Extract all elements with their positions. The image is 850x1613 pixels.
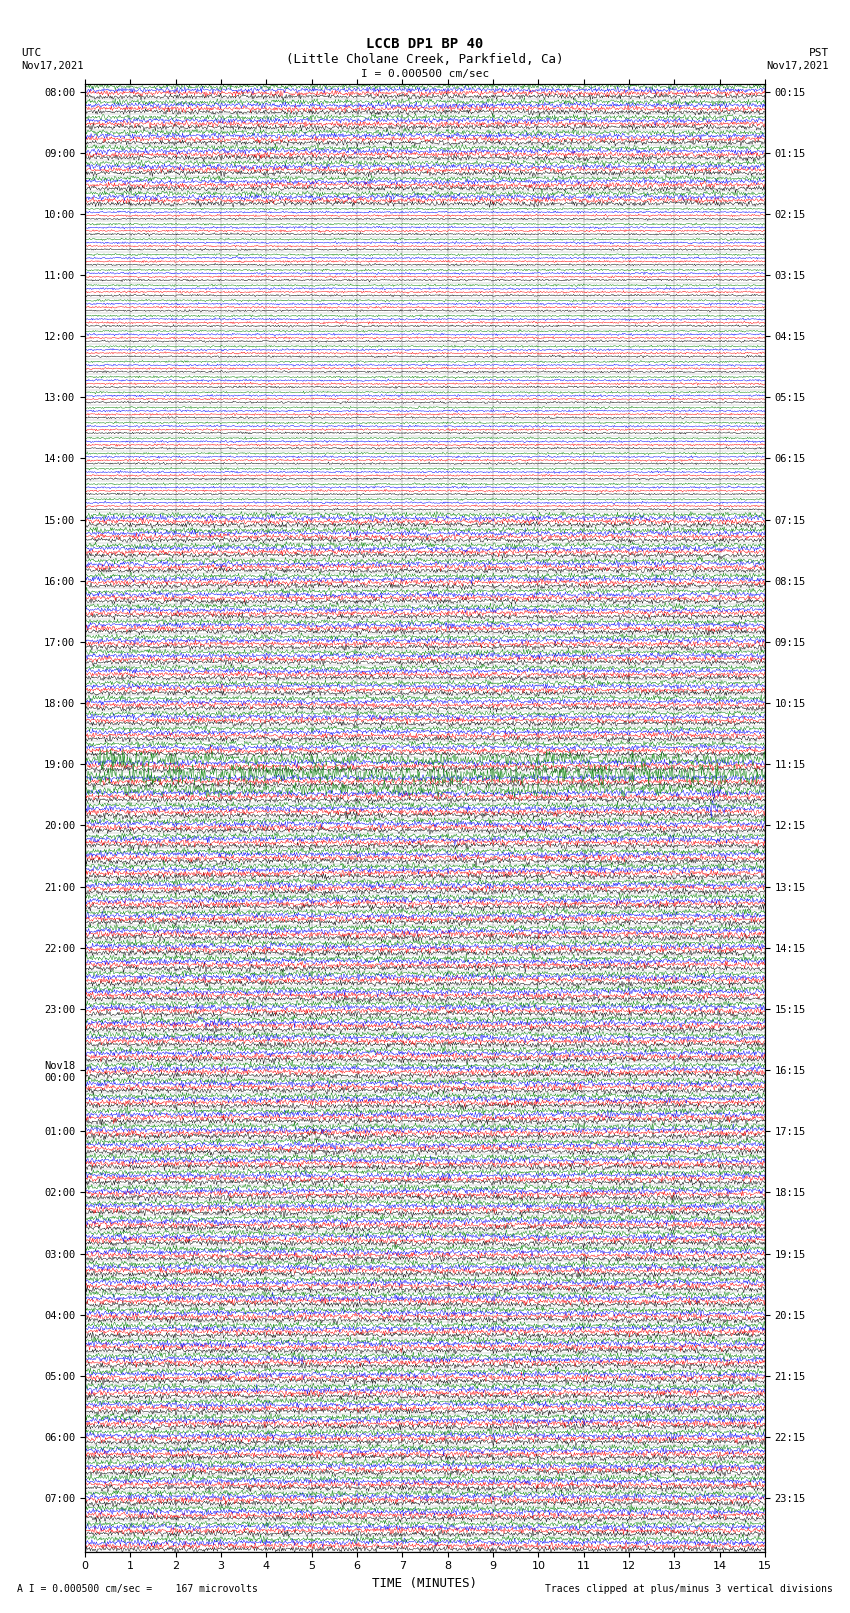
Text: Nov17,2021: Nov17,2021 — [766, 61, 829, 71]
Text: UTC: UTC — [21, 48, 42, 58]
Text: I = 0.000500 cm/sec: I = 0.000500 cm/sec — [361, 69, 489, 79]
Text: A I = 0.000500 cm/sec =    167 microvolts: A I = 0.000500 cm/sec = 167 microvolts — [17, 1584, 258, 1594]
Text: LCCB DP1 BP 40: LCCB DP1 BP 40 — [366, 37, 484, 52]
Text: Traces clipped at plus/minus 3 vertical divisions: Traces clipped at plus/minus 3 vertical … — [545, 1584, 833, 1594]
Text: (Little Cholane Creek, Parkfield, Ca): (Little Cholane Creek, Parkfield, Ca) — [286, 53, 564, 66]
Text: PST: PST — [808, 48, 829, 58]
Text: Nov17,2021: Nov17,2021 — [21, 61, 84, 71]
X-axis label: TIME (MINUTES): TIME (MINUTES) — [372, 1578, 478, 1590]
